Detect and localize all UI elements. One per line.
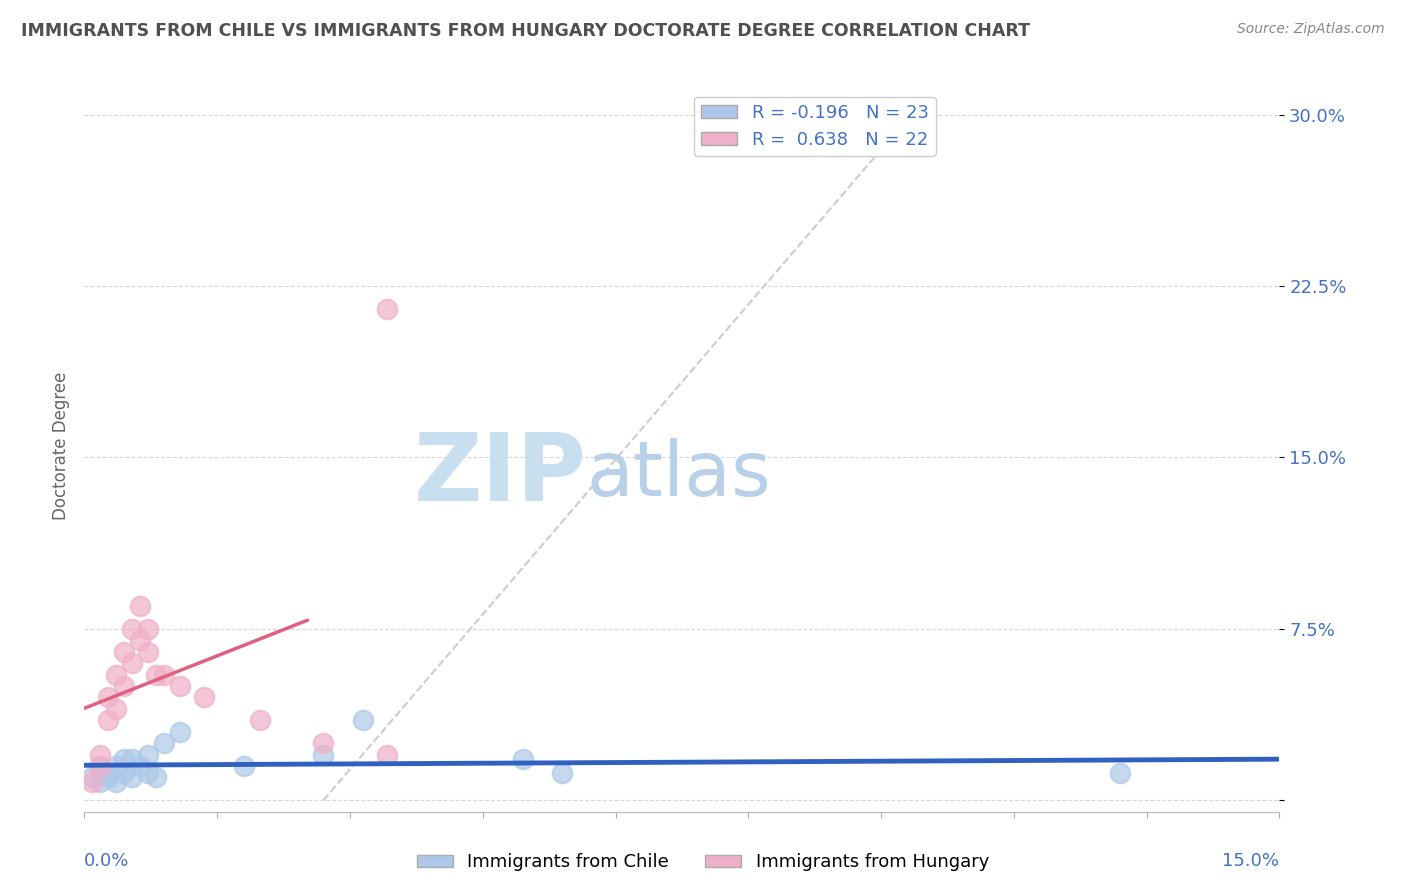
Point [153,736,176,750]
Point [551,765,574,780]
Point [193,690,215,705]
Point [112,679,135,693]
Point [136,645,159,659]
Text: atlas: atlas [586,438,770,512]
Point [105,702,128,716]
Point [145,667,167,681]
Point [375,301,398,316]
Legend: Immigrants from Chile, Immigrants from Hungary: Immigrants from Chile, Immigrants from H… [409,847,997,879]
Text: Source: ZipAtlas.com: Source: ZipAtlas.com [1237,22,1385,37]
Legend: R = -0.196   N = 23, R =  0.638   N = 22: R = -0.196 N = 23, R = 0.638 N = 22 [693,96,936,156]
Point [249,714,271,728]
Text: ZIP: ZIP [413,429,586,521]
Point [169,724,191,739]
Point [97,690,120,705]
Point [105,759,128,773]
Point [136,765,159,780]
Point [121,622,143,636]
Point [169,679,191,693]
Point [121,771,143,785]
Point [136,747,159,762]
Point [89,775,111,789]
Point [312,747,335,762]
Point [112,645,135,659]
Point [82,775,104,789]
Point [232,759,254,773]
Point [89,759,111,773]
Point [512,752,534,766]
Point [97,714,120,728]
Y-axis label: Doctorate Degree: Doctorate Degree [52,372,70,520]
Point [136,622,159,636]
Text: 15.0%: 15.0% [1222,852,1279,870]
Point [112,765,135,780]
Point [375,747,398,762]
Point [82,771,104,785]
Point [352,714,374,728]
Point [129,599,152,613]
Point [312,736,335,750]
Point [112,752,135,766]
Point [105,667,128,681]
Point [121,752,143,766]
Point [89,747,111,762]
Point [129,759,152,773]
Text: 0.0%: 0.0% [84,852,129,870]
Point [97,771,120,785]
Point [89,759,111,773]
Text: IMMIGRANTS FROM CHILE VS IMMIGRANTS FROM HUNGARY DOCTORATE DEGREE CORRELATION CH: IMMIGRANTS FROM CHILE VS IMMIGRANTS FROM… [21,22,1031,40]
Point [97,765,120,780]
Point [129,633,152,648]
Point [1109,765,1132,780]
Point [145,771,167,785]
Point [153,667,176,681]
Point [121,656,143,670]
Point [105,775,128,789]
